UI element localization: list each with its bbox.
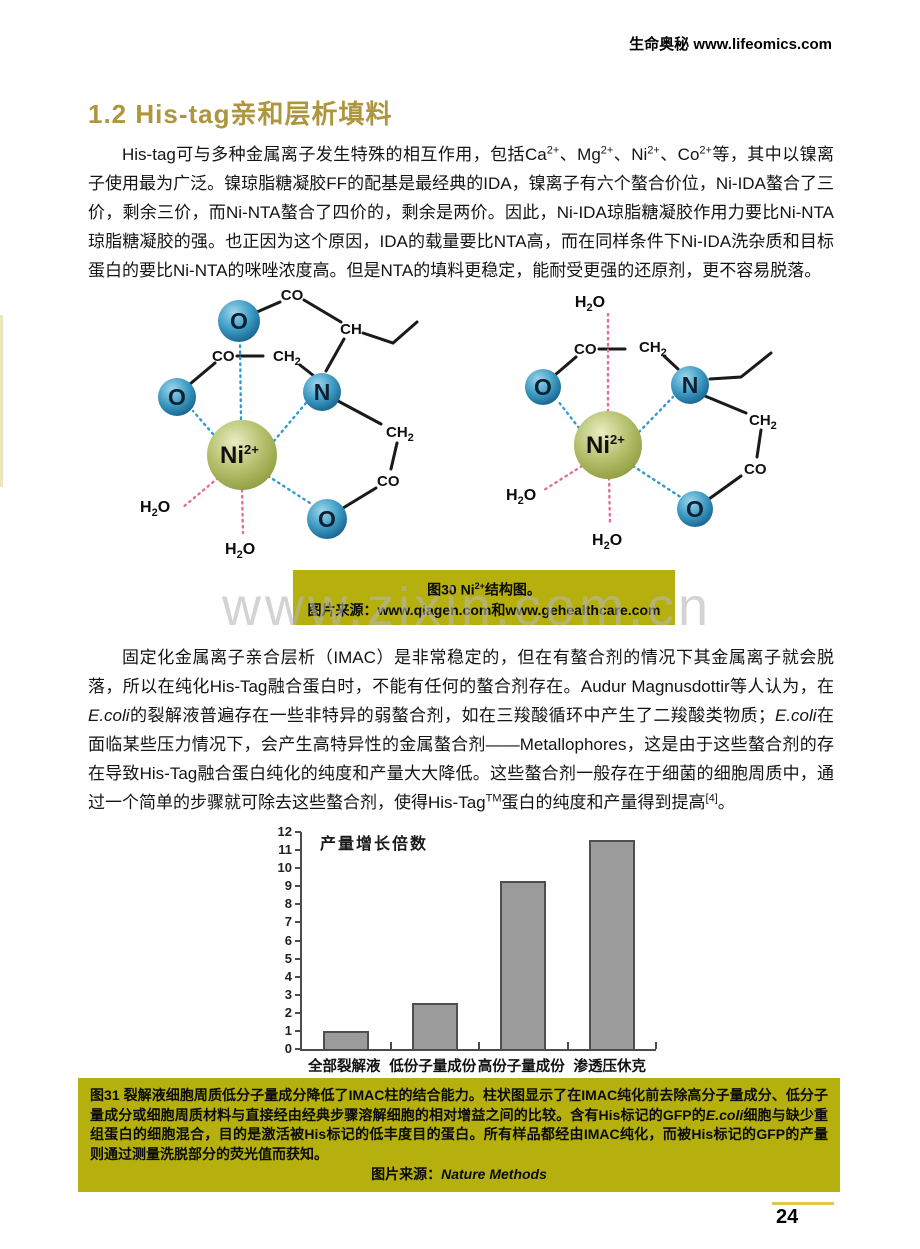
chart-bar bbox=[323, 1030, 370, 1049]
y-axis-tick-label: 9 bbox=[284, 878, 292, 894]
nickel-label: Ni2+ bbox=[586, 432, 625, 459]
y-axis-tick-label: 6 bbox=[284, 932, 292, 948]
ch2-label: CH2 bbox=[273, 348, 301, 368]
y-axis-tick bbox=[295, 921, 301, 924]
watermark: www.zixin.com.cn bbox=[222, 577, 713, 637]
co-label: CO bbox=[212, 348, 235, 365]
left-edge-accent-bar bbox=[0, 315, 3, 487]
oxygen-atom bbox=[525, 369, 561, 405]
y-axis-tick bbox=[295, 885, 301, 888]
covalent-bonds bbox=[553, 347, 773, 501]
nickel-ion bbox=[207, 420, 277, 490]
x-axis-tick bbox=[389, 1042, 392, 1049]
ch2-label: CH2 bbox=[639, 339, 667, 359]
x-axis-category-label: 全部裂解液 bbox=[308, 1059, 381, 1075]
x-axis-tick bbox=[478, 1042, 480, 1049]
co-label: CO bbox=[377, 473, 400, 490]
x-axis-category-label: 渗透压休克 bbox=[573, 1059, 647, 1075]
ch-label: CH bbox=[340, 321, 362, 338]
y-axis-tick bbox=[295, 939, 301, 942]
oxygen-atom bbox=[158, 378, 196, 416]
x-axis-tick bbox=[655, 1042, 657, 1049]
ethyl-linker bbox=[361, 320, 419, 345]
figure31-caption-text: 图31 裂解液细胞周质低分子量成分降低了IMAC柱的结合能力。柱状图显示了在IM… bbox=[90, 1087, 828, 1162]
figure30-caption-title: 图30 Ni2+结构图。 bbox=[427, 581, 541, 598]
nitrogen-atom bbox=[303, 373, 341, 411]
nitrogen-label: N bbox=[682, 372, 699, 398]
nickel-label: Ni2+ bbox=[220, 442, 259, 469]
y-axis-tick bbox=[295, 1048, 301, 1050]
y-axis-tick bbox=[295, 867, 301, 870]
chart-bar bbox=[500, 880, 547, 1049]
water-label: H2O bbox=[592, 532, 622, 552]
nitrogen-label: N bbox=[314, 379, 331, 405]
page-header: 生命奥秘 www.lifeomics.com bbox=[629, 33, 832, 54]
y-axis-tick-label: 5 bbox=[284, 950, 292, 966]
ethyl-linker bbox=[708, 351, 773, 381]
paragraph-his-tag-intro: His-tag可与多种金属离子发生特殊的相互作用，包括Ca2+、Mg2+、Ni2… bbox=[88, 144, 835, 280]
y-axis-tick-label: 0 bbox=[284, 1041, 292, 1056]
chart-plot-area: 产量增长倍数 bbox=[300, 832, 657, 1051]
water-label: H2O bbox=[575, 294, 605, 314]
oxygen-label: O bbox=[230, 308, 248, 334]
section-title: 1.2 His-tag亲和层析填料 bbox=[88, 99, 393, 129]
water-label: H2O bbox=[140, 499, 170, 519]
y-axis-tick bbox=[295, 975, 301, 978]
figure30-caption-source: 图片来源：www.qiagen.com和www.gehealthcare.com bbox=[307, 601, 661, 618]
oxygen-atom bbox=[677, 491, 713, 527]
chart-bar bbox=[588, 840, 635, 1049]
chart-bar bbox=[411, 1002, 458, 1049]
oxygen-label: O bbox=[686, 496, 704, 522]
water-coordination-bonds bbox=[542, 312, 612, 526]
ch2-label: CH2 bbox=[749, 412, 777, 432]
x-axis-category-label: 高份子量成份 bbox=[477, 1059, 565, 1075]
x-axis-category-label: 低份子量成份 bbox=[389, 1059, 477, 1075]
figure30-caption: 图30 Ni2+结构图。 图片来源：www.qiagen.com和www.geh… bbox=[293, 570, 675, 625]
oxygen-label: O bbox=[534, 374, 552, 400]
y-axis-tick bbox=[295, 993, 301, 996]
page-number: 24 bbox=[776, 1206, 799, 1228]
ni-nta-structure-diagram: O O N O Ni2+ CO CH CO CH2 CH2 CO H2O H2O bbox=[140, 287, 419, 561]
co-label: CO bbox=[281, 287, 304, 304]
water-coordination-bonds bbox=[180, 476, 245, 535]
y-axis-tick-label: 1 bbox=[284, 1022, 292, 1038]
nickel-ion bbox=[574, 411, 642, 479]
y-axis-tick-label: 10 bbox=[277, 860, 292, 876]
figure31-caption-source: 图片来源：Nature Methods bbox=[371, 1166, 547, 1182]
y-axis-tick bbox=[295, 831, 301, 833]
y-axis-tick-label: 12 bbox=[277, 824, 292, 839]
covalent-bonds bbox=[188, 298, 419, 510]
y-axis-tick-label: 11 bbox=[278, 842, 292, 858]
yield-increase-bar-chart: 产量增长倍数 0 1 2 3 4 5 6 7 8 9 10 11 12 全部裂解液 低份子量成份 高份子量成份… bbox=[262, 824, 692, 1075]
figure31-caption: 图31 裂解液细胞周质低分子量成分降低了IMAC柱的结合能力。柱状图显示了在IM… bbox=[78, 1078, 840, 1192]
y-axis-tick bbox=[295, 903, 301, 906]
footer-accent-line bbox=[772, 1202, 834, 1205]
co-label: CO bbox=[744, 461, 767, 478]
y-axis-tick bbox=[295, 1029, 301, 1032]
oxygen-label: O bbox=[168, 384, 186, 410]
header-brand: 生命奥秘 www.lifeomics.com bbox=[629, 36, 832, 53]
y-axis-tick-label: 4 bbox=[284, 968, 292, 984]
co-label: CO bbox=[574, 341, 597, 358]
y-axis-tick bbox=[295, 849, 301, 852]
oxygen-atom bbox=[307, 499, 347, 539]
nitrogen-atom bbox=[671, 366, 709, 404]
y-axis-tick-label: 8 bbox=[284, 896, 292, 912]
chart-title: 产量增长倍数 bbox=[320, 836, 429, 853]
ch2-label: CH2 bbox=[386, 424, 414, 444]
oxygen-label: O bbox=[318, 506, 336, 532]
y-axis-tick-label: 2 bbox=[284, 1004, 292, 1020]
y-axis-tick-label: 7 bbox=[284, 914, 292, 930]
water-label: H2O bbox=[506, 487, 536, 507]
coordination-bonds bbox=[556, 395, 684, 500]
coordination-bonds bbox=[191, 342, 312, 505]
y-axis-tick-label: 3 bbox=[284, 986, 292, 1002]
oxygen-atom bbox=[218, 300, 260, 342]
ni-ida-structure-diagram: O N O Ni2+ H2O CO CH2 CH2 CO H2O H2O bbox=[506, 294, 777, 552]
x-axis-tick bbox=[566, 1042, 569, 1049]
y-axis-tick bbox=[295, 1011, 301, 1014]
paragraph-imac-chelators: 固定化金属离子亲合层析（IMAC）是非常稳定的，但在有螯合剂的情况下其金属离子就… bbox=[88, 648, 835, 812]
water-label: H2O bbox=[225, 541, 255, 561]
y-axis-tick bbox=[295, 957, 301, 960]
